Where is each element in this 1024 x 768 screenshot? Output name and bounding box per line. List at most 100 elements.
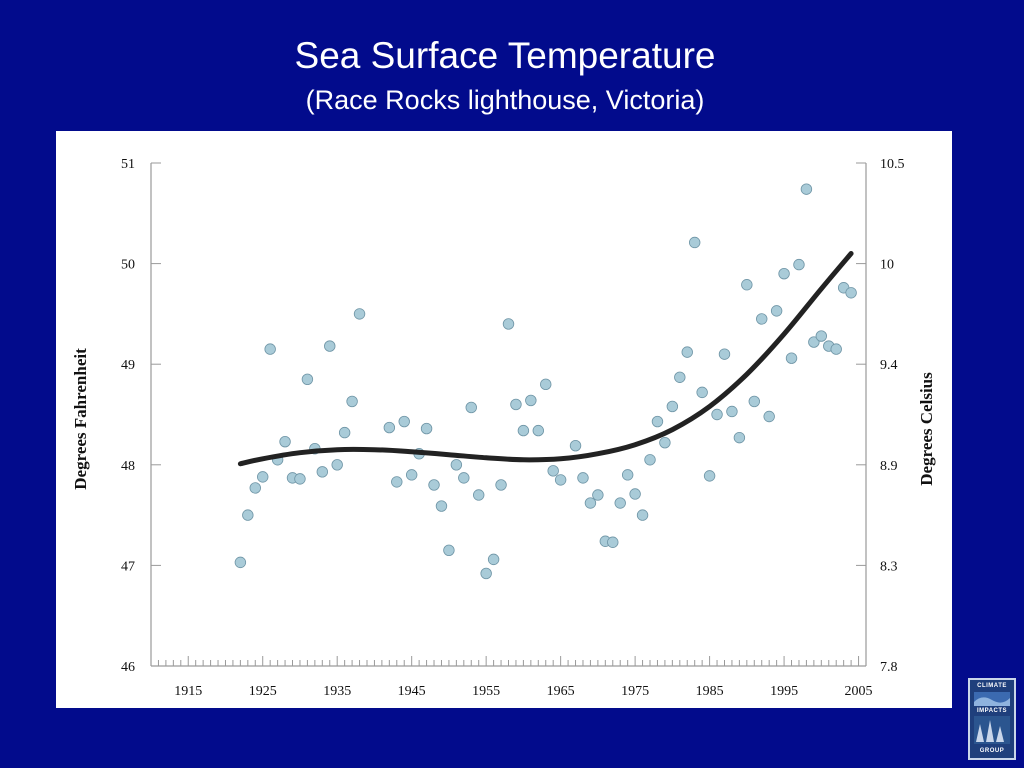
data-point (681, 346, 693, 358)
data-point (264, 343, 276, 355)
data-point (644, 454, 656, 466)
x-tick-label: 1955 (472, 684, 500, 699)
y-tick-label: 51 (121, 157, 135, 172)
y2-tick-label: 9.4 (880, 358, 898, 373)
climate-impacts-group-logo: CLIMATE IMPACTS GROUP (968, 678, 1016, 760)
logo-line-2: IMPACTS (976, 708, 1008, 714)
data-point (666, 400, 679, 413)
data-point (428, 479, 440, 491)
data-point (726, 405, 738, 418)
data-point (540, 378, 552, 391)
data-point (487, 553, 500, 566)
data-point (532, 424, 544, 437)
data-point (651, 415, 664, 428)
y2-tick-label: 8.3 (880, 559, 898, 574)
y-tick-label: 47 (121, 559, 135, 574)
data-point (845, 287, 857, 299)
data-point (718, 348, 731, 360)
y2-tick-label: 10 (880, 258, 894, 273)
data-point (517, 424, 530, 437)
data-point (458, 472, 470, 484)
y-tick-label: 46 (121, 660, 135, 675)
data-point (607, 536, 619, 548)
data-point (696, 386, 708, 399)
x-tick-label: 1945 (398, 684, 426, 699)
data-point (703, 470, 716, 482)
data-point (383, 421, 396, 434)
chart-panel: 1915 1925 1935 1945 1955 1965 1975 1985 1995 2005… (56, 131, 952, 708)
data-point (808, 336, 820, 348)
data-point (249, 482, 261, 494)
data-point (346, 395, 358, 408)
x-tick-label: 2005 (845, 684, 873, 699)
slide-subtitle: (Race Rocks lighthouse, Victoria) (305, 85, 705, 115)
chart-ticks: 1915 1925 1935 1945 1955 1965 1975 1985 1995 2005… (121, 157, 905, 699)
data-point (331, 459, 343, 471)
temperature-chart: 1915 1925 1935 1945 1955 1965 1975 1985 1995 2005… (71, 157, 936, 699)
data-point (405, 469, 418, 481)
data-point (688, 236, 701, 249)
data-point (614, 497, 626, 509)
y2-tick-label: 7.8 (880, 660, 898, 675)
data-point (756, 313, 768, 325)
data-point (473, 489, 485, 501)
data-point (770, 305, 783, 317)
data-point (525, 394, 537, 407)
data-point (301, 373, 314, 385)
data-point (465, 401, 477, 414)
data-point (450, 459, 463, 471)
y-tick-label: 49 (121, 358, 135, 373)
data-point (815, 330, 828, 342)
slide-title: Sea Surface Temperature (294, 35, 716, 76)
x-tick-label: 1925 (249, 684, 277, 699)
data-point (592, 489, 604, 501)
data-point (830, 343, 842, 355)
data-point (629, 488, 641, 500)
y2-tick-label: 10.5 (880, 157, 905, 172)
data-point (584, 497, 597, 509)
data-point (316, 466, 329, 478)
data-point (398, 415, 410, 428)
data-point (234, 556, 247, 569)
data-point (324, 340, 336, 352)
x-tick-label: 1915 (174, 684, 202, 699)
data-point (741, 279, 753, 291)
data-point (435, 500, 448, 512)
data-point (800, 183, 813, 195)
y2-axis-label: Degrees Celsius (917, 372, 936, 486)
data-point (443, 544, 455, 557)
x-tick-label: 1975 (621, 684, 649, 699)
data-point (495, 479, 507, 491)
data-point (257, 471, 269, 483)
data-point (353, 308, 366, 320)
x-tick-label: 1935 (323, 684, 351, 699)
data-point (338, 426, 351, 439)
data-point (577, 472, 589, 484)
logo-line-1: CLIMATE (977, 683, 1007, 689)
logo-line-3: GROUP (979, 748, 1005, 754)
data-point (420, 422, 433, 435)
data-point (510, 398, 522, 411)
data-point (502, 318, 515, 330)
data-point (793, 258, 805, 271)
data-point (763, 410, 775, 423)
data-point (294, 473, 306, 485)
data-point (547, 465, 559, 477)
data-point (733, 431, 746, 444)
data-point (711, 408, 723, 421)
data-point (785, 352, 798, 364)
data-point (242, 509, 254, 521)
chart-points (234, 183, 857, 580)
data-point (748, 395, 760, 408)
chart-axes (150, 163, 867, 667)
y2-tick-label: 8.9 (880, 459, 898, 474)
data-point (636, 509, 649, 521)
data-point (778, 267, 790, 280)
x-tick-label: 1985 (696, 684, 724, 699)
trend-line (237, 251, 854, 467)
y-tick-label: 50 (121, 258, 135, 273)
data-point (621, 469, 634, 481)
x-tick-label: 1965 (547, 684, 575, 699)
data-point (480, 567, 492, 580)
data-point (659, 436, 671, 449)
